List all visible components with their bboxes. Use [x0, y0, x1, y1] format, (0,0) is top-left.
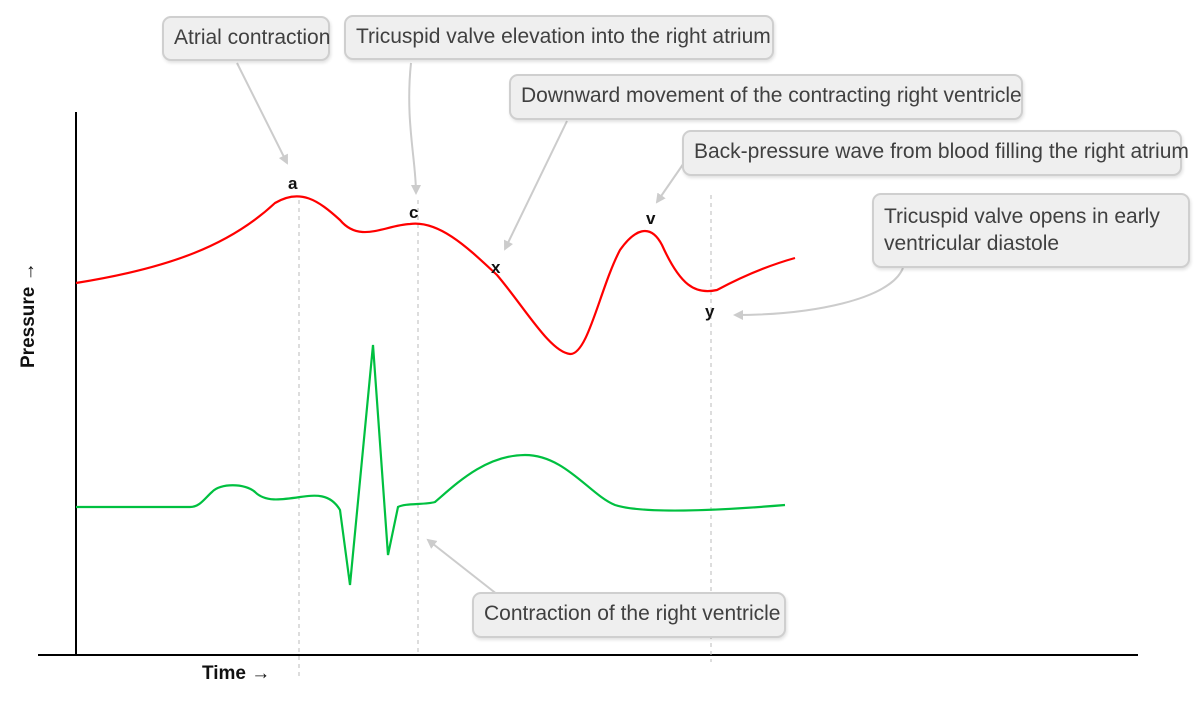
y-axis-label: Pressure →	[18, 262, 39, 368]
arrow-tricuspid-elevation	[408, 62, 421, 195]
wave-label-x: x	[491, 258, 501, 277]
jvp-waveform	[75, 195, 796, 356]
callout-rv-contraction: Contraction of the right ventricle	[472, 592, 786, 638]
arrow-back-pressure	[655, 159, 687, 204]
x-axis-label: Time →	[202, 663, 271, 684]
arrow-atrial-contraction	[236, 62, 288, 165]
arrow-rv-contraction	[426, 538, 499, 596]
wave-label-a: a	[288, 174, 298, 193]
callout-atrial-contraction: Atrial contraction	[162, 16, 330, 61]
arrow-tricuspid-opens	[733, 267, 904, 320]
arrow-downward-movement	[503, 120, 568, 251]
callout-tricuspid-elevation: Tricuspid valve elevation into the right…	[344, 15, 774, 60]
wave-label-v: v	[646, 209, 656, 228]
callout-back-pressure: Back-pressure wave from blood filling th…	[682, 130, 1189, 176]
ecg-waveform	[76, 344, 786, 586]
wave-label-c: c	[409, 203, 419, 222]
callout-tricuspid-opens: Tricuspid valve opens in early ventricul…	[872, 193, 1190, 268]
callout-downward-movement: Downward movement of the contracting rig…	[509, 74, 1023, 120]
wave-label-y: y	[705, 302, 715, 321]
